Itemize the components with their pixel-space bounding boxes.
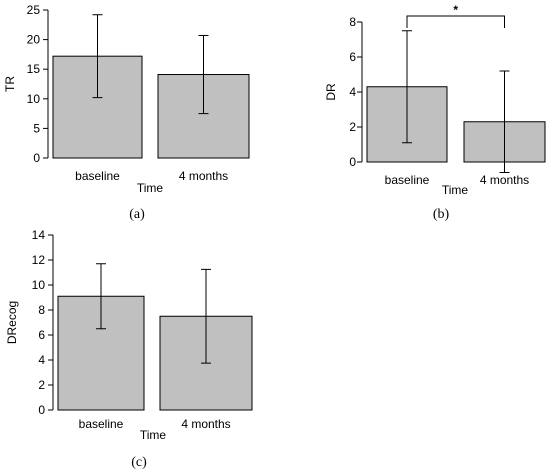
- significance-star: *: [453, 3, 458, 17]
- y-tick-label: 20: [27, 33, 41, 47]
- x-category-label: 4 months: [480, 173, 529, 187]
- y-tick-label: 0: [38, 403, 45, 417]
- y-tick-label: 2: [349, 120, 356, 134]
- chart-panel-1: 0 5 10 15 20 25 TR baseline 4 months Time (a): [3, 3, 250, 222]
- chart-panel-2: 0 2 4 6 8 DR baseline 4 months Time (b) *: [324, 3, 546, 222]
- y-tick-label: 4: [349, 85, 356, 99]
- y-tick-label: 25: [27, 3, 41, 17]
- y-tick-label: 8: [38, 303, 45, 317]
- x-category-label: baseline: [79, 417, 124, 431]
- y-tick-label: 2: [38, 378, 45, 392]
- y-axis-label: DR: [324, 83, 338, 101]
- y-tick-label: 15: [27, 62, 41, 76]
- x-axis-label: Time: [442, 183, 469, 197]
- y-tick-label: 6: [38, 328, 45, 342]
- y-tick-label: 4: [38, 353, 45, 367]
- panel-caption: (c): [131, 455, 147, 470]
- y-tick-label: 0: [349, 155, 356, 169]
- y-tick-label: 6: [349, 50, 356, 64]
- y-tick-label: 12: [32, 253, 46, 267]
- x-axis-label: Time: [140, 428, 167, 442]
- y-axis-label: DRecog: [5, 301, 19, 344]
- y-tick-label: 5: [33, 121, 40, 135]
- y-tick-label: 0: [33, 151, 40, 165]
- x-axis-label: Time: [137, 181, 164, 195]
- y-tick-label: 14: [32, 228, 46, 242]
- x-category-label: 4 months: [181, 417, 230, 431]
- panel-caption: (b): [433, 207, 450, 222]
- y-tick-label: 8: [349, 15, 356, 29]
- x-category-label: baseline: [75, 169, 120, 183]
- panel-caption: (a): [129, 207, 145, 222]
- significance-bracket: [406, 15, 505, 28]
- y-axis-label: TR: [3, 76, 17, 92]
- chart-panel-3: 0 2 4 6 8 10 12 14 DRecog baseline 4 months Time (c): [5, 228, 253, 470]
- y-tick-label: 10: [32, 278, 46, 292]
- x-category-label: 4 months: [179, 169, 228, 183]
- y-tick-label: 10: [27, 92, 41, 106]
- x-category-label: baseline: [385, 173, 430, 187]
